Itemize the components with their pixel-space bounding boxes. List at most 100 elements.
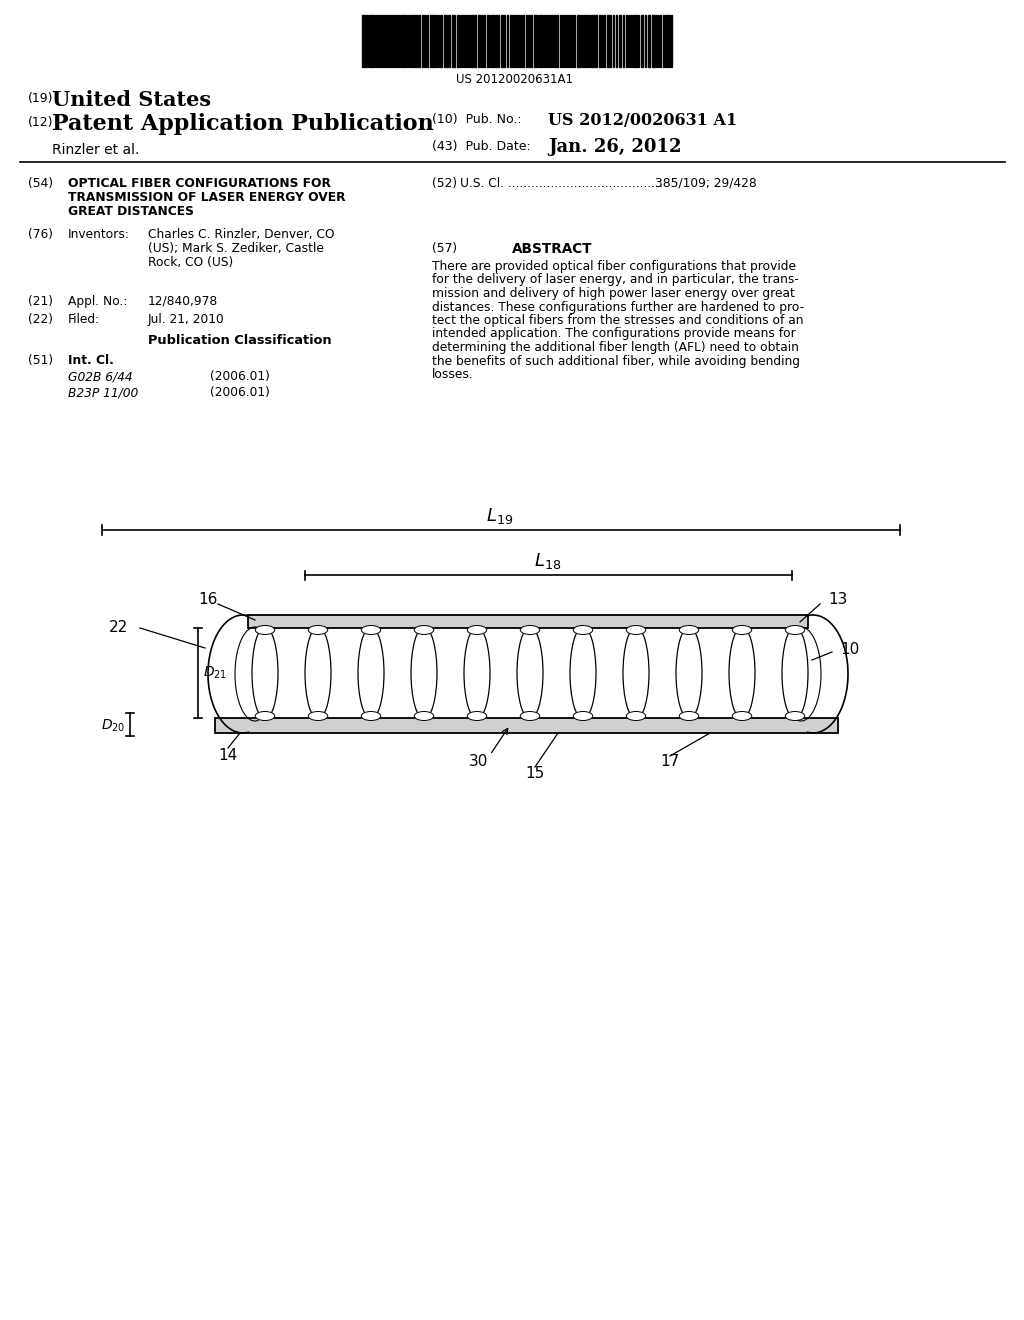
Text: (76): (76)	[28, 228, 53, 242]
Bar	[432, 15, 435, 67]
Ellipse shape	[305, 627, 331, 719]
Text: Patent Application Publication: Patent Application Publication	[52, 114, 434, 135]
Text: There are provided optical fiber configurations that provide: There are provided optical fiber configu…	[432, 260, 796, 273]
Bar	[618, 15, 621, 67]
Ellipse shape	[464, 627, 490, 719]
Bar	[554, 15, 556, 67]
Text: 12/840,978: 12/840,978	[148, 294, 218, 308]
Bar	[501, 15, 503, 67]
Text: Int. Cl.: Int. Cl.	[68, 354, 114, 367]
Text: Publication Classification: Publication Classification	[148, 334, 332, 347]
Ellipse shape	[676, 627, 702, 719]
Bar	[248, 615, 808, 628]
Bar	[411, 15, 413, 67]
Bar	[452, 15, 455, 67]
Text: Appl. No.:: Appl. No.:	[68, 294, 127, 308]
Bar	[566, 15, 569, 67]
Ellipse shape	[467, 626, 486, 635]
Bar	[215, 718, 838, 733]
Text: Jul. 21, 2010: Jul. 21, 2010	[148, 313, 224, 326]
Ellipse shape	[573, 711, 593, 721]
Text: 17: 17	[660, 755, 680, 770]
Ellipse shape	[520, 626, 540, 635]
Ellipse shape	[308, 626, 328, 635]
Text: TRANSMISSION OF LASER ENERGY OVER: TRANSMISSION OF LASER ENERGY OVER	[68, 191, 345, 205]
Bar	[547, 15, 549, 67]
Ellipse shape	[732, 626, 752, 635]
Ellipse shape	[252, 627, 278, 719]
Bar	[478, 15, 480, 67]
Text: Rinzler et al.: Rinzler et al.	[52, 143, 139, 157]
Text: 14: 14	[218, 747, 238, 763]
Bar	[444, 15, 446, 67]
Text: ABSTRACT: ABSTRACT	[512, 242, 592, 256]
Ellipse shape	[785, 626, 805, 635]
Text: Filed:: Filed:	[68, 313, 100, 326]
Text: 22: 22	[109, 620, 128, 635]
Ellipse shape	[415, 711, 434, 721]
Ellipse shape	[679, 626, 698, 635]
Bar	[512, 15, 514, 67]
Ellipse shape	[573, 626, 593, 635]
Text: (52): (52)	[432, 177, 457, 190]
Bar	[457, 15, 459, 67]
Ellipse shape	[679, 711, 698, 721]
Bar	[470, 15, 473, 67]
Ellipse shape	[361, 626, 381, 635]
Ellipse shape	[308, 711, 328, 721]
Text: (19): (19)	[28, 92, 53, 106]
Ellipse shape	[623, 627, 649, 719]
Text: US 2012/0020631 A1: US 2012/0020631 A1	[548, 112, 737, 129]
Text: (10)  Pub. No.:: (10) Pub. No.:	[432, 114, 521, 125]
Text: 30: 30	[468, 755, 487, 770]
Bar	[634, 15, 637, 67]
Ellipse shape	[467, 711, 486, 721]
Ellipse shape	[729, 627, 755, 719]
Ellipse shape	[627, 626, 646, 635]
Text: 13: 13	[828, 593, 848, 607]
Bar	[652, 15, 655, 67]
Text: 16: 16	[199, 593, 218, 607]
Bar	[414, 15, 417, 67]
Text: for the delivery of laser energy, and in particular, the trans-: for the delivery of laser energy, and in…	[432, 273, 799, 286]
Text: $D_{20}$: $D_{20}$	[100, 717, 125, 734]
Ellipse shape	[411, 627, 437, 719]
Bar	[534, 15, 537, 67]
Bar	[583, 15, 585, 67]
Text: Charles C. Rinzler, Denver, CO: Charles C. Rinzler, Denver, CO	[148, 228, 335, 242]
Bar	[648, 15, 650, 67]
Text: the benefits of such additional fiber, while avoiding bending: the benefits of such additional fiber, w…	[432, 355, 800, 367]
Text: (12): (12)	[28, 116, 53, 129]
Ellipse shape	[255, 626, 274, 635]
Bar	[396, 15, 398, 67]
Ellipse shape	[570, 627, 596, 719]
Text: G02B 6/44: G02B 6/44	[68, 370, 133, 383]
Text: determining the additional fiber length (AFL) need to obtain: determining the additional fiber length …	[432, 341, 799, 354]
Bar	[515, 15, 517, 67]
Text: 385/109; 29/428: 385/109; 29/428	[655, 177, 757, 190]
Bar	[440, 15, 442, 67]
Bar	[667, 15, 670, 67]
Bar	[641, 15, 643, 67]
Text: U.S. Cl. ........................................: U.S. Cl. ...............................…	[460, 177, 663, 190]
Text: (2006.01): (2006.01)	[210, 370, 270, 383]
Text: $D_{21}$: $D_{21}$	[203, 665, 227, 681]
Text: tect the optical fibers from the stresses and conditions of an: tect the optical fibers from the stresse…	[432, 314, 804, 327]
Bar	[362, 15, 365, 67]
Bar	[492, 15, 494, 67]
Text: losses.: losses.	[432, 368, 474, 381]
Bar	[370, 15, 373, 67]
Bar	[586, 15, 588, 67]
Bar	[487, 15, 489, 67]
Text: mission and delivery of high power laser energy over great: mission and delivery of high power laser…	[432, 286, 795, 300]
Bar	[540, 15, 542, 67]
Ellipse shape	[520, 711, 540, 721]
Bar	[522, 15, 524, 67]
Text: (22): (22)	[28, 313, 53, 326]
Ellipse shape	[785, 711, 805, 721]
Text: $L_{18}$: $L_{18}$	[535, 550, 561, 572]
Bar	[424, 15, 426, 67]
Text: $L_{19}$: $L_{19}$	[486, 506, 514, 525]
Text: (2006.01): (2006.01)	[210, 385, 270, 399]
Bar	[495, 15, 497, 67]
